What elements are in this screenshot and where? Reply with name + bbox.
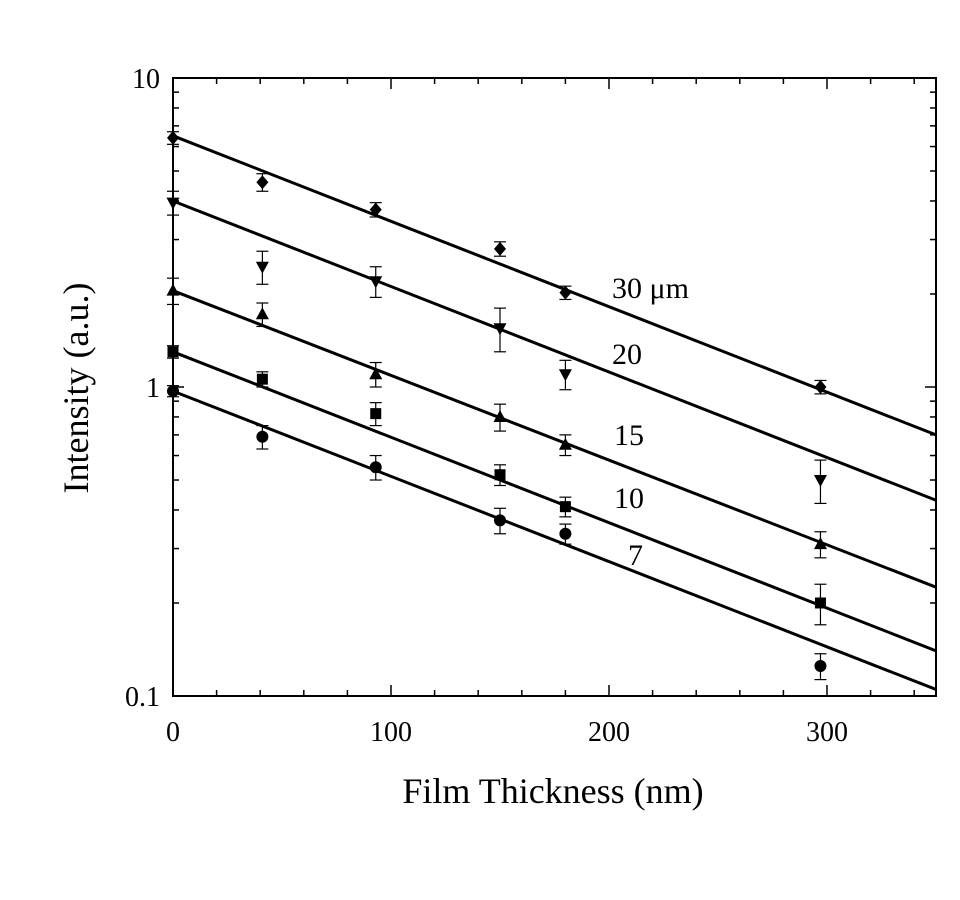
data-point xyxy=(167,385,179,398)
data-point xyxy=(813,537,827,550)
data-point xyxy=(167,130,179,145)
y-tick-label: 0.1 xyxy=(125,682,160,713)
fit-line xyxy=(172,289,937,589)
data-point xyxy=(558,437,572,450)
x-tick-label: 100 xyxy=(370,717,412,748)
data-point xyxy=(814,660,827,673)
data-point xyxy=(814,380,827,394)
x-tick-label: 200 xyxy=(588,717,630,748)
data-point xyxy=(370,408,382,420)
fit-line xyxy=(172,350,937,653)
data-markers xyxy=(166,130,827,673)
series-label: 15 xyxy=(614,419,644,452)
data-point xyxy=(256,373,268,385)
data-point xyxy=(369,276,383,289)
axis-tick-labels: 0 100 200 300 0.1 1 10 xyxy=(125,64,848,748)
axis-ticks xyxy=(172,78,936,697)
data-point xyxy=(493,323,507,336)
x-tick-label: 0 xyxy=(166,717,180,748)
x-tick-label: 300 xyxy=(806,717,848,748)
fit-line xyxy=(172,134,937,437)
data-point xyxy=(559,285,572,300)
data-point xyxy=(494,514,506,527)
fit-lines xyxy=(172,134,937,691)
data-point xyxy=(369,367,383,380)
y-tick-label: 1 xyxy=(146,373,160,404)
data-point xyxy=(814,597,826,609)
data-point xyxy=(166,197,180,210)
fit-line xyxy=(172,389,937,691)
fit-line xyxy=(172,199,937,502)
data-point xyxy=(494,241,506,256)
data-point xyxy=(813,475,827,488)
series-label: 30 μm xyxy=(612,272,689,305)
series-label: 10 xyxy=(614,482,644,515)
data-point xyxy=(167,346,179,358)
data-point xyxy=(369,461,382,474)
data-point xyxy=(255,307,269,320)
y-tick-label: 10 xyxy=(132,64,160,95)
data-point xyxy=(166,283,180,296)
data-point xyxy=(255,261,269,274)
data-point xyxy=(559,527,572,540)
data-point xyxy=(369,202,382,217)
data-point xyxy=(256,430,269,443)
series-label: 20 xyxy=(612,338,642,371)
series-label: 7 xyxy=(628,539,643,572)
y-axis-title: Intensity (a.u.) xyxy=(56,283,96,494)
series-labels: 30 μm 20 15 10 7 xyxy=(612,272,689,572)
data-point xyxy=(493,409,507,422)
error-bars xyxy=(167,131,827,681)
x-axis-title: Film Thickness (nm) xyxy=(402,771,703,811)
data-point xyxy=(558,369,572,382)
data-point xyxy=(494,469,506,481)
data-point xyxy=(256,175,269,190)
data-point xyxy=(559,501,571,513)
